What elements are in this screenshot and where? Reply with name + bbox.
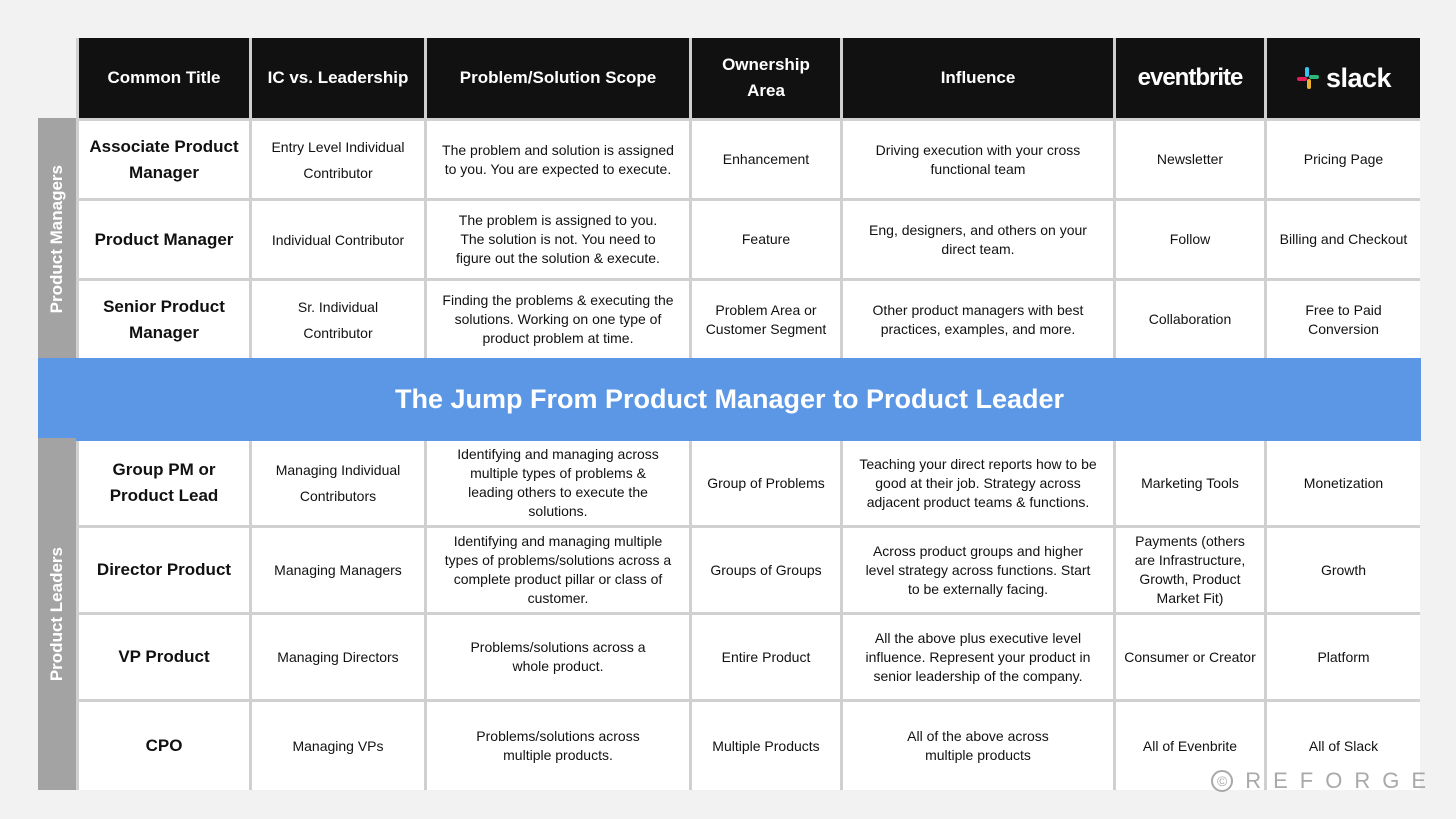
slack-cell: Platform — [1267, 615, 1420, 699]
ic-cell: Managing Individual Contributors — [252, 441, 424, 525]
ic-cell: Entry Level Individual Contributor — [252, 121, 424, 198]
title-cell: Group PM or Product Lead — [79, 441, 249, 525]
title-cell: Senior Product Manager — [79, 281, 249, 358]
influence-cell: Teaching your direct reports how to be g… — [843, 441, 1113, 525]
ic-cell: Sr. Individual Contributor — [252, 281, 424, 358]
slack-cell: Monetization — [1267, 441, 1420, 525]
scope-cell: The problem and solution is assigned to … — [427, 121, 689, 198]
influence-cell: All of the above across multiple product… — [843, 702, 1113, 790]
ownership-cell: Groups of Groups — [692, 528, 840, 612]
influence-cell: Across product groups and higher level s… — [843, 528, 1113, 612]
eventbrite-cell: All of Evenbrite — [1116, 702, 1264, 790]
slack-cell: All of Slack — [1267, 702, 1420, 790]
header-ownership-area: Ownership Area — [692, 38, 840, 118]
scope-cell: Problems/solutions across a whole produc… — [427, 615, 689, 699]
ownership-cell: Entire Product — [692, 615, 840, 699]
scope-cell: Identifying and managing across multiple… — [427, 441, 689, 525]
header-ic-vs-leadership: IC vs. Leadership — [252, 38, 424, 118]
slack-logo: slack — [1296, 65, 1392, 92]
scope-cell: Problems/solutions across multiple produ… — [427, 702, 689, 790]
header-common-title: Common Title — [79, 38, 249, 118]
side-label-product-managers: Product Managers — [38, 118, 76, 361]
scope-cell: Identifying and managing multiple types … — [427, 528, 689, 612]
title-cell: Product Manager — [79, 201, 249, 278]
influence-cell: Eng, designers, and others on your direc… — [843, 201, 1113, 278]
scope-cell: Finding the problems & executing the sol… — [427, 281, 689, 358]
title-cell: Associate Product Manager — [79, 121, 249, 198]
ic-cell: Individual Contributor — [252, 201, 424, 278]
eventbrite-cell: Collaboration — [1116, 281, 1264, 358]
title-cell: Director Product — [79, 528, 249, 612]
header-slack-logo: slack — [1267, 38, 1420, 118]
ic-cell: Managing VPs — [252, 702, 424, 790]
career-ladder-table: Common Title IC vs. Leadership Problem/S… — [38, 38, 1421, 790]
scope-cell: The problem is assigned to you. The solu… — [427, 201, 689, 278]
jump-banner: The Jump From Product Manager to Product… — [38, 358, 1421, 441]
eventbrite-cell: Follow — [1116, 201, 1264, 278]
ownership-cell: Problem Area or Customer Segment — [692, 281, 840, 358]
eventbrite-cell: Payments (others are Infrastructure, Gro… — [1116, 528, 1264, 612]
ic-cell: Managing Directors — [252, 615, 424, 699]
eventbrite-cell: Consumer or Creator — [1116, 615, 1264, 699]
side-label-product-leaders: Product Leaders — [38, 438, 76, 790]
header-influence: Influence — [843, 38, 1113, 118]
header-problem-solution-scope: Problem/Solution Scope — [427, 38, 689, 118]
slack-cell: Free to Paid Conversion — [1267, 281, 1420, 358]
slack-cell: Billing and Checkout — [1267, 201, 1420, 278]
title-cell: VP Product — [79, 615, 249, 699]
eventbrite-logo: eventbrite — [1137, 64, 1244, 91]
ownership-cell: Enhancement — [692, 121, 840, 198]
title-cell: CPO — [79, 702, 249, 790]
influence-cell: Other product managers with best practic… — [843, 281, 1113, 358]
influence-cell: All the above plus executive level influ… — [843, 615, 1113, 699]
corner-blank — [38, 38, 76, 118]
ownership-cell: Feature — [692, 201, 840, 278]
ownership-cell: Group of Problems — [692, 441, 840, 525]
slack-cell: Pricing Page — [1267, 121, 1420, 198]
copyright-icon: © — [1211, 770, 1234, 792]
slack-hash-icon — [1296, 67, 1319, 89]
reforge-wordmark: REFORGE — [1245, 768, 1438, 793]
eventbrite-cell: Marketing Tools — [1116, 441, 1264, 525]
ic-cell: Managing Managers — [252, 528, 424, 612]
ownership-cell: Multiple Products — [692, 702, 840, 790]
influence-cell: Driving execution with your cross functi… — [843, 121, 1113, 198]
reforge-watermark: © REFORGE — [1211, 768, 1438, 794]
header-eventbrite-logo: eventbrite — [1116, 38, 1264, 118]
eventbrite-cell: Newsletter — [1116, 121, 1264, 198]
slack-cell: Growth — [1267, 528, 1420, 612]
